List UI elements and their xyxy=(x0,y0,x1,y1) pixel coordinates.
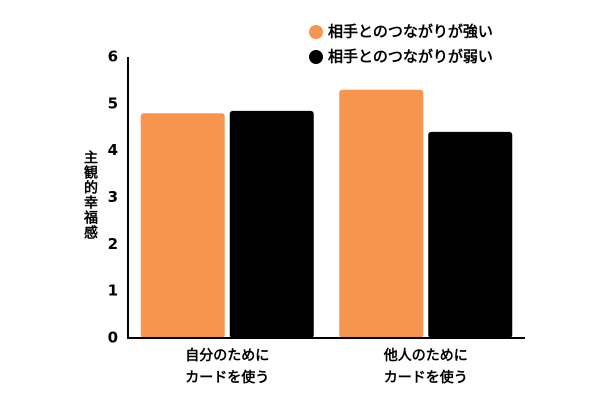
y-tick-label: 4 xyxy=(108,141,118,159)
x-tick-label-line: 自分のために xyxy=(185,347,269,364)
legend-label: 相手とのつながりが弱い xyxy=(328,48,493,66)
y-tick-label: 1 xyxy=(108,282,118,300)
y-tick-label: 2 xyxy=(108,235,118,253)
bar xyxy=(229,110,314,338)
x-tick-label: 他人のためにカードを使う xyxy=(383,347,468,386)
x-tick-label-line: 他人のために xyxy=(383,347,468,364)
legend-marker xyxy=(309,50,323,64)
x-tick-label-line: カードを使う xyxy=(384,369,468,386)
bar xyxy=(428,131,513,338)
y-axis-label: 主観的幸福感 xyxy=(82,149,99,240)
bar xyxy=(339,89,424,339)
y-tick-label: 6 xyxy=(108,48,118,66)
y-tick-label: 5 xyxy=(108,94,118,112)
x-tick-label: 自分のためにカードを使う xyxy=(185,347,269,386)
legend-label: 相手とのつながりが強い xyxy=(328,23,493,41)
x-tick-label-line: カードを使う xyxy=(185,369,269,386)
y-tick-label: 3 xyxy=(108,188,118,206)
legend-marker xyxy=(309,25,323,39)
y-tick-label: 0 xyxy=(108,329,118,347)
bar xyxy=(140,113,225,338)
